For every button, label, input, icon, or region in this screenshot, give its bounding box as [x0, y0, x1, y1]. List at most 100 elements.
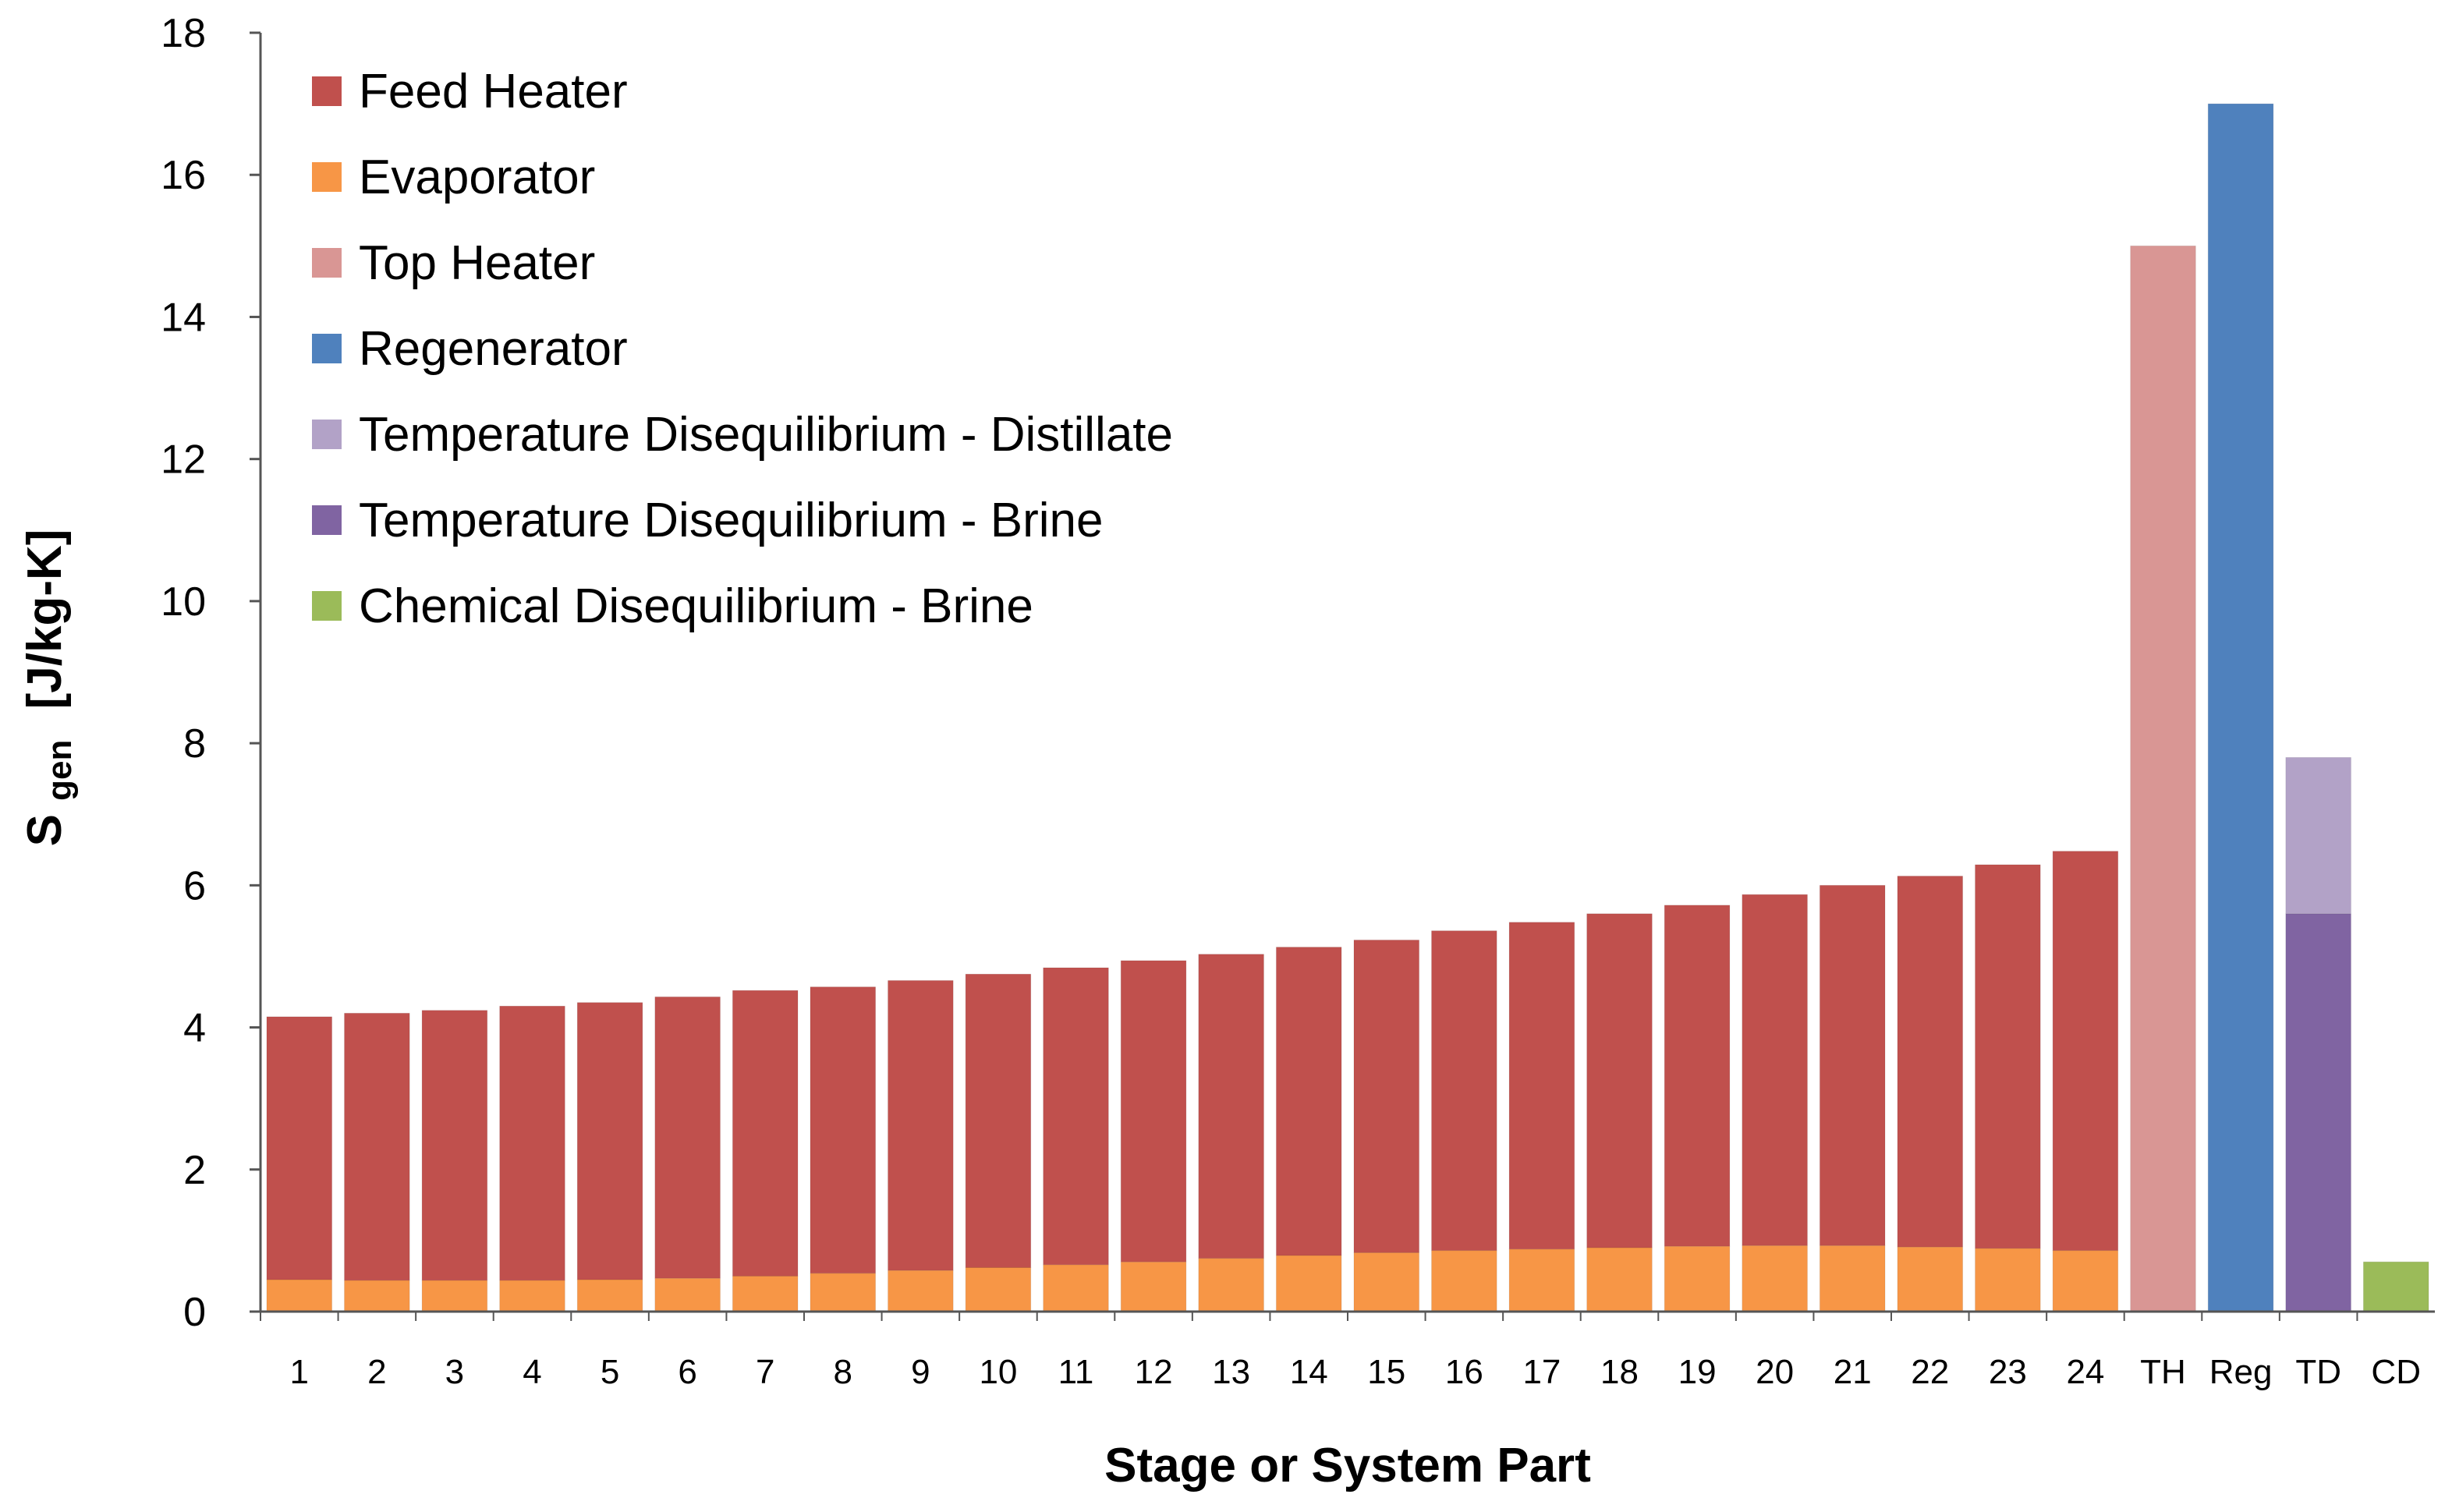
legend-swatch: [312, 248, 342, 278]
x-tick-label: 5: [601, 1353, 619, 1391]
bar-14-feed-heater: [1275, 947, 1342, 1256]
x-tick-label: 19: [1678, 1353, 1717, 1391]
x-tick-label: 9: [911, 1353, 930, 1391]
bar-7-feed-heater: [732, 990, 799, 1277]
legend-label: Evaporator: [359, 150, 595, 204]
bar-TH-top-heater: [2130, 245, 2196, 1312]
bar-4-feed-heater: [499, 1005, 565, 1281]
x-tick-label: 23: [1989, 1353, 2027, 1391]
bar-9-feed-heater: [888, 979, 954, 1271]
bar-19-feed-heater: [1664, 905, 1731, 1247]
legend-swatch: [312, 420, 342, 449]
bar-9-evaporator: [888, 1269, 954, 1312]
x-tick-label: CD: [2371, 1353, 2421, 1391]
bar-24-evaporator: [2052, 1250, 2119, 1312]
bar-13-evaporator: [1198, 1258, 1264, 1312]
x-tick-label: TH: [2140, 1353, 2186, 1391]
y-axis-title-main: S: [18, 814, 72, 846]
bar-20-feed-heater: [1742, 894, 1808, 1246]
bar-2-feed-heater: [344, 1012, 410, 1281]
x-tick-label: TD: [2295, 1353, 2341, 1391]
bar-24-feed-heater: [2052, 851, 2119, 1252]
x-tick-label: 18: [1600, 1353, 1639, 1391]
bar-19-evaporator: [1664, 1245, 1731, 1312]
y-tick-label: 2: [183, 1148, 206, 1193]
x-tick-label: 21: [1834, 1353, 1872, 1391]
x-tick-label: 14: [1290, 1353, 1328, 1391]
bar-3-evaporator: [421, 1280, 488, 1312]
legend-label: Chemical Disequilibrium - Brine: [359, 579, 1033, 633]
y-tick-label: 8: [183, 721, 206, 767]
y-tick-label: 12: [161, 437, 206, 483]
bar-3-feed-heater: [421, 1010, 488, 1281]
bar-15-evaporator: [1353, 1252, 1420, 1312]
x-tick-label: 16: [1445, 1353, 1483, 1391]
bar-14-evaporator: [1275, 1255, 1342, 1312]
bar-TD-temperature-disequilibrium-brine: [2285, 913, 2351, 1312]
legend-swatch: [312, 505, 342, 535]
bar-4-evaporator: [499, 1280, 565, 1312]
x-tick-label: 24: [2066, 1353, 2104, 1391]
legend-swatch: [312, 591, 342, 621]
legend: Feed Heater Evaporator Top Heater Regenerat…: [312, 65, 1173, 633]
x-tick-label: 15: [1367, 1353, 1405, 1391]
x-tick-label: Reg: [2209, 1353, 2273, 1391]
bar-6-evaporator: [654, 1277, 721, 1312]
bar-13-feed-heater: [1198, 954, 1264, 1259]
bar-18-evaporator: [1586, 1247, 1653, 1312]
bar-12-feed-heater: [1120, 960, 1187, 1262]
bar-22-evaporator: [1897, 1246, 1964, 1312]
y-tick-label: 10: [161, 579, 206, 625]
x-tick-label: 1: [290, 1353, 309, 1391]
bar-18-feed-heater: [1586, 913, 1653, 1248]
bar-15-feed-heater: [1353, 939, 1420, 1253]
bar-TD-temperature-disequilibrium-distillate: [2285, 756, 2351, 915]
y-tick-label: 14: [161, 295, 206, 340]
bar-11-evaporator: [1043, 1264, 1109, 1312]
y-axis-title: S gen [J/kg-K]: [18, 529, 79, 847]
legend-swatch: [312, 334, 342, 363]
bar-16-evaporator: [1431, 1250, 1497, 1312]
bar-11-feed-heater: [1043, 967, 1109, 1266]
legend-label: Temperature Disequilibrium - Brine: [359, 494, 1103, 547]
y-tick-label: 16: [161, 153, 206, 198]
x-tick-label: 20: [1756, 1353, 1794, 1391]
bar-5-evaporator: [576, 1279, 643, 1312]
x-tick-label: 10: [979, 1353, 1017, 1391]
bar-2-evaporator: [344, 1280, 410, 1312]
legend-label: Feed Heater: [359, 65, 628, 119]
bar-17-feed-heater: [1508, 922, 1575, 1250]
x-axis-title: Stage or System Part: [1104, 1439, 1591, 1493]
y-tick-label: 6: [183, 863, 206, 908]
bar-10-feed-heater: [965, 973, 1032, 1269]
bar-1-feed-heater: [266, 1016, 333, 1280]
bar-CD-chemical-disequilibrium-brine: [2362, 1261, 2429, 1312]
bar-8-evaporator: [810, 1273, 877, 1312]
x-tick-label: 13: [1212, 1353, 1250, 1391]
bar-23-evaporator: [1975, 1248, 2041, 1312]
legend-swatch: [312, 76, 342, 106]
y-axis-title-units: [J/kg-K]: [18, 529, 72, 710]
bar-23-feed-heater: [1975, 864, 2041, 1249]
y-tick-label: 0: [183, 1290, 206, 1335]
bar-21-evaporator: [1819, 1245, 1886, 1312]
bar-Reg-regenerator: [2207, 103, 2274, 1312]
x-tick-label: 7: [756, 1353, 774, 1391]
bar-16-feed-heater: [1431, 930, 1497, 1252]
x-tick-label: 8: [834, 1353, 852, 1391]
bar-8-feed-heater: [810, 986, 877, 1274]
bar-1-evaporator: [266, 1279, 333, 1312]
x-tick-label: 11: [1058, 1353, 1094, 1391]
y-axis-title-subscript: gen: [41, 740, 79, 801]
x-tick-label: 2: [367, 1353, 386, 1391]
bar-5-feed-heater: [576, 1002, 643, 1280]
bar-17-evaporator: [1508, 1248, 1575, 1312]
legend-label: Temperature Disequilibrium - Distillate: [359, 408, 1173, 462]
y-tick-label: 4: [183, 1006, 206, 1051]
y-tick-label: 18: [161, 11, 206, 56]
legend-swatch: [312, 162, 342, 192]
bars-layer: [266, 103, 2429, 1312]
x-tick-label: 12: [1135, 1353, 1173, 1391]
